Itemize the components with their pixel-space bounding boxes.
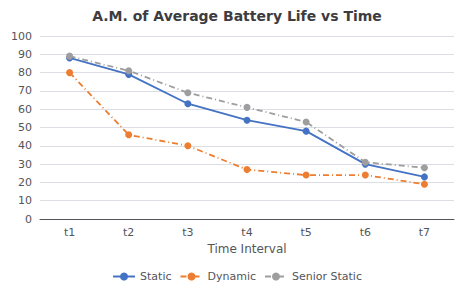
svg-text:Static: Static: [140, 270, 171, 283]
svg-text:80: 80: [18, 66, 32, 79]
svg-text:30: 30: [18, 158, 32, 171]
svg-text:t1: t1: [64, 226, 75, 239]
svg-text:100: 100: [11, 30, 32, 43]
svg-text:90: 90: [18, 48, 32, 61]
svg-text:t2: t2: [123, 226, 134, 239]
svg-text:0: 0: [25, 213, 32, 226]
svg-text:t3: t3: [182, 226, 193, 239]
svg-text:t4: t4: [241, 226, 252, 239]
svg-text:Time Interval: Time Interval: [206, 242, 286, 256]
svg-text:70: 70: [18, 84, 32, 97]
svg-text:40: 40: [18, 139, 32, 152]
svg-text:Senior Static: Senior Static: [292, 270, 362, 283]
svg-text:60: 60: [18, 103, 32, 116]
svg-text:10: 10: [18, 194, 32, 207]
svg-text:t6: t6: [360, 226, 371, 239]
svg-text:20: 20: [18, 176, 32, 189]
svg-text:50: 50: [18, 121, 32, 134]
svg-text:A.M. of Average Battery Life v: A.M. of Average Battery Life vs Time: [92, 8, 382, 24]
svg-text:Dynamic: Dynamic: [207, 270, 256, 283]
svg-text:t7: t7: [419, 226, 430, 239]
svg-text:t5: t5: [300, 226, 311, 239]
